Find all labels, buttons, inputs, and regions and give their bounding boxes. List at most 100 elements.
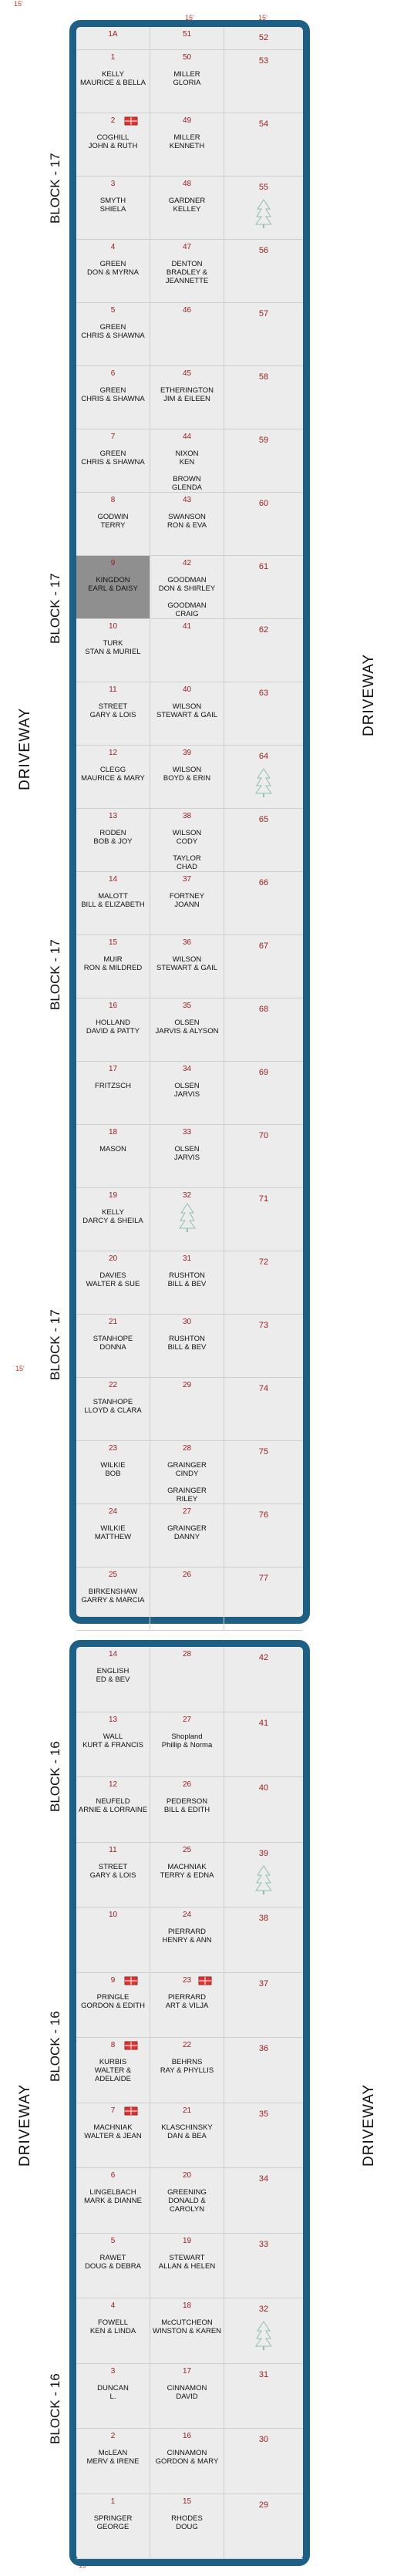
lot-43[interactable]: 43 SWANSON RON & EVA	[150, 493, 224, 555]
lot-19[interactable]: 19 KELLY DARCY & SHEILA	[76, 1188, 150, 1251]
lot-39[interactable]: 39 WILSON BOYD & ERIN	[150, 746, 224, 808]
lot-34[interactable]: 34	[224, 2168, 303, 2233]
lot-23[interactable]: 23 WILKIE BOB	[76, 1441, 150, 1504]
lot-5[interactable]: 5 GREEN CHRIS & SHAWNA	[76, 303, 150, 365]
lot-13[interactable]: 13 RODEN BOB & JOY	[76, 809, 150, 871]
lot-42[interactable]: 42	[224, 1647, 303, 1712]
lot-48[interactable]: 48 GARDNER KELLEY	[150, 177, 224, 239]
lot-39[interactable]: 39	[224, 1843, 303, 1908]
lot-67[interactable]: 67	[224, 935, 303, 998]
lot-57[interactable]: 57	[224, 303, 303, 365]
lot-45[interactable]: 45 ETHERINGTON JIM & EILEEN	[150, 366, 224, 429]
lot-24[interactable]: 24 WILKIE MATTHEW	[76, 1504, 150, 1567]
lot-68[interactable]: 68	[224, 998, 303, 1061]
lot-64[interactable]: 64	[224, 746, 303, 808]
lot-46[interactable]: 46	[150, 303, 224, 365]
lot-3[interactable]: 3 SMYTH SHIELA	[76, 177, 150, 239]
lot-33[interactable]: 33 OLSEN JARVIS	[150, 1125, 224, 1187]
lot-1[interactable]: 1 SPRINGER GEORGE	[76, 2494, 150, 2558]
lot-69[interactable]: 69	[224, 1062, 303, 1124]
lot-62[interactable]: 62	[224, 619, 303, 682]
lot-4[interactable]: 4 FOWELL KEN & LINDA	[76, 2298, 150, 2363]
lot-20[interactable]: 20 GREENING DONALD & CAROLYN	[150, 2168, 224, 2233]
lot-2[interactable]: 2 COGHILL JOHN & RUTH	[76, 113, 150, 176]
lot-37[interactable]: 37	[224, 1973, 303, 2038]
lot-30[interactable]: 30 RUSHTON BILL & BEV	[150, 1315, 224, 1377]
lot-35[interactable]: 35 OLSEN JARVIS & ALYSON	[150, 998, 224, 1061]
lot-71[interactable]: 71	[224, 1188, 303, 1251]
lot-75[interactable]: 75	[224, 1441, 303, 1504]
lot-60[interactable]: 60	[224, 493, 303, 555]
lot-10[interactable]: 10	[76, 1908, 150, 1972]
lot-12[interactable]: 12 CLEGG MAURICE & MARY	[76, 746, 150, 808]
lot-7[interactable]: 7 GREEN CHRIS & SHAWNA	[76, 429, 150, 492]
lot-59[interactable]: 59	[224, 429, 303, 492]
lot-20[interactable]: 20 DAVIES WALTER & SUE	[76, 1251, 150, 1314]
lot-10[interactable]: 10 TURK STAN & MURIEL	[76, 619, 150, 682]
lot-2[interactable]: 2 McLEAN MERV & IRENE	[76, 2429, 150, 2494]
lot-40[interactable]: 40 WILSON STEWART & GAIL	[150, 682, 224, 745]
lot-11[interactable]: 11 STREET GARY & LOIS	[76, 1842, 150, 1907]
lot-23[interactable]: 23 PIERRARD ART & VILJA	[150, 1972, 224, 2037]
lot-49[interactable]: 49 MILLER KENNETH	[150, 113, 224, 176]
lot-41[interactable]: 41	[150, 619, 224, 682]
lot-63[interactable]: 63	[224, 682, 303, 745]
lot-14[interactable]: 14 ENGLISH ED & BEV	[76, 1647, 150, 1712]
lot-21[interactable]: 21 KLASCHINSKY DAN & BEA	[150, 2103, 224, 2167]
lot-47[interactable]: 47 DENTON BRADLEY & JEANNETTE	[150, 240, 224, 302]
lot-58[interactable]: 58	[224, 366, 303, 429]
lot-25[interactable]: 25 BIRKENSHAW GARRY & MARCIA	[76, 1567, 150, 1630]
lot-15[interactable]: 15 RHODES DOUG	[150, 2494, 224, 2558]
lot-50[interactable]: 50 MILLER GLORIA	[150, 50, 224, 113]
lot-73[interactable]: 73	[224, 1315, 303, 1377]
lot-28[interactable]: 28 GRAINGER CINDY GRAINGER RILEY	[150, 1441, 224, 1504]
lot-8[interactable]: 8 GODWIN TERRY	[76, 493, 150, 555]
lot-29[interactable]: 29	[150, 1378, 224, 1440]
lot-25[interactable]: 25 MACHNIAK TERRY & EDNA	[150, 1842, 224, 1907]
lot-3[interactable]: 3 DUNCAN L.	[76, 2363, 150, 2428]
lot-65[interactable]: 65	[224, 809, 303, 871]
lot-34[interactable]: 34 OLSEN JARVIS	[150, 1062, 224, 1124]
lot-32[interactable]: 32	[150, 1188, 224, 1251]
lot-38[interactable]: 38 WILSON CODY TAYLOR CHAD	[150, 809, 224, 871]
lot-35[interactable]: 35	[224, 2103, 303, 2168]
lot-29[interactable]: 29	[224, 2494, 303, 2559]
lot-6[interactable]: 6 LINGELBACH MARK & DIANNE	[76, 2168, 150, 2233]
lot-70[interactable]: 70	[224, 1125, 303, 1187]
lot-14[interactable]: 14 MALOTT BILL & ELIZABETH	[76, 872, 150, 934]
lot-18[interactable]: 18 McCUTCHEON WINSTON & KAREN	[150, 2298, 224, 2363]
lot-9[interactable]: 9 KINGDON EARL & DAISY	[76, 556, 150, 618]
lot-61[interactable]: 61	[224, 556, 303, 618]
lot-32[interactable]: 32	[224, 2298, 303, 2363]
lot-19[interactable]: 19 STEWART ALLAN & HELEN	[150, 2233, 224, 2298]
lot-22[interactable]: 22 BEHRNS RAY & PHYLLIS	[150, 2038, 224, 2103]
lot-72[interactable]: 72	[224, 1251, 303, 1314]
lot-18[interactable]: 18 MASON	[76, 1125, 150, 1187]
lot-27[interactable]: 27 Shopland Phillip & Norma	[150, 1712, 224, 1776]
lot-44[interactable]: 44 NIXON KEN BROWN GLENDA	[150, 429, 224, 492]
lot-31[interactable]: 31 RUSHTON BILL & BEV	[150, 1251, 224, 1314]
lot-38[interactable]: 38	[224, 1908, 303, 1972]
header-lot[interactable]: 51	[150, 27, 224, 49]
lot-24[interactable]: 24 PIERRARD HENRY & ANN	[150, 1908, 224, 1972]
lot-28[interactable]: 28	[150, 1647, 224, 1712]
lot-27[interactable]: 27 GRAINGER DANNY	[150, 1504, 224, 1567]
lot-53[interactable]: 53	[224, 50, 303, 113]
lot-9[interactable]: 9 PRINGLE GORDON & EDITH	[76, 1972, 150, 2037]
lot-16[interactable]: 16 CINNAMON GORDON & MARY	[150, 2429, 224, 2494]
lot-36[interactable]: 36	[224, 2038, 303, 2103]
lot-54[interactable]: 54	[224, 113, 303, 176]
header-lot[interactable]: 1A	[76, 27, 150, 49]
lot-36[interactable]: 36 WILSON STEWART & GAIL	[150, 935, 224, 998]
lot-42[interactable]: 42 GOODMAN DON & SHIRLEY GOODMAN CRAIG	[150, 556, 224, 618]
lot-21[interactable]: 21 STANHOPE DONNA	[76, 1315, 150, 1377]
lot-17[interactable]: 17 CINNAMON DAVID	[150, 2363, 224, 2428]
lot-7[interactable]: 7 MACHNIAK WALTER & JEAN	[76, 2103, 150, 2167]
lot-12[interactable]: 12 NEUFELD ARNIE & LORRAINE	[76, 1777, 150, 1842]
lot-17[interactable]: 17 FRITZSCH	[76, 1062, 150, 1124]
lot-1[interactable]: 1 KELLY MAURICE & BELLA	[76, 50, 150, 113]
lot-22[interactable]: 22 STANHOPE LLOYD & CLARA	[76, 1378, 150, 1440]
lot-13[interactable]: 13 WALL KURT & FRANCIS	[76, 1712, 150, 1776]
lot-30[interactable]: 30	[224, 2429, 303, 2494]
lot-77[interactable]: 77	[224, 1567, 303, 1630]
